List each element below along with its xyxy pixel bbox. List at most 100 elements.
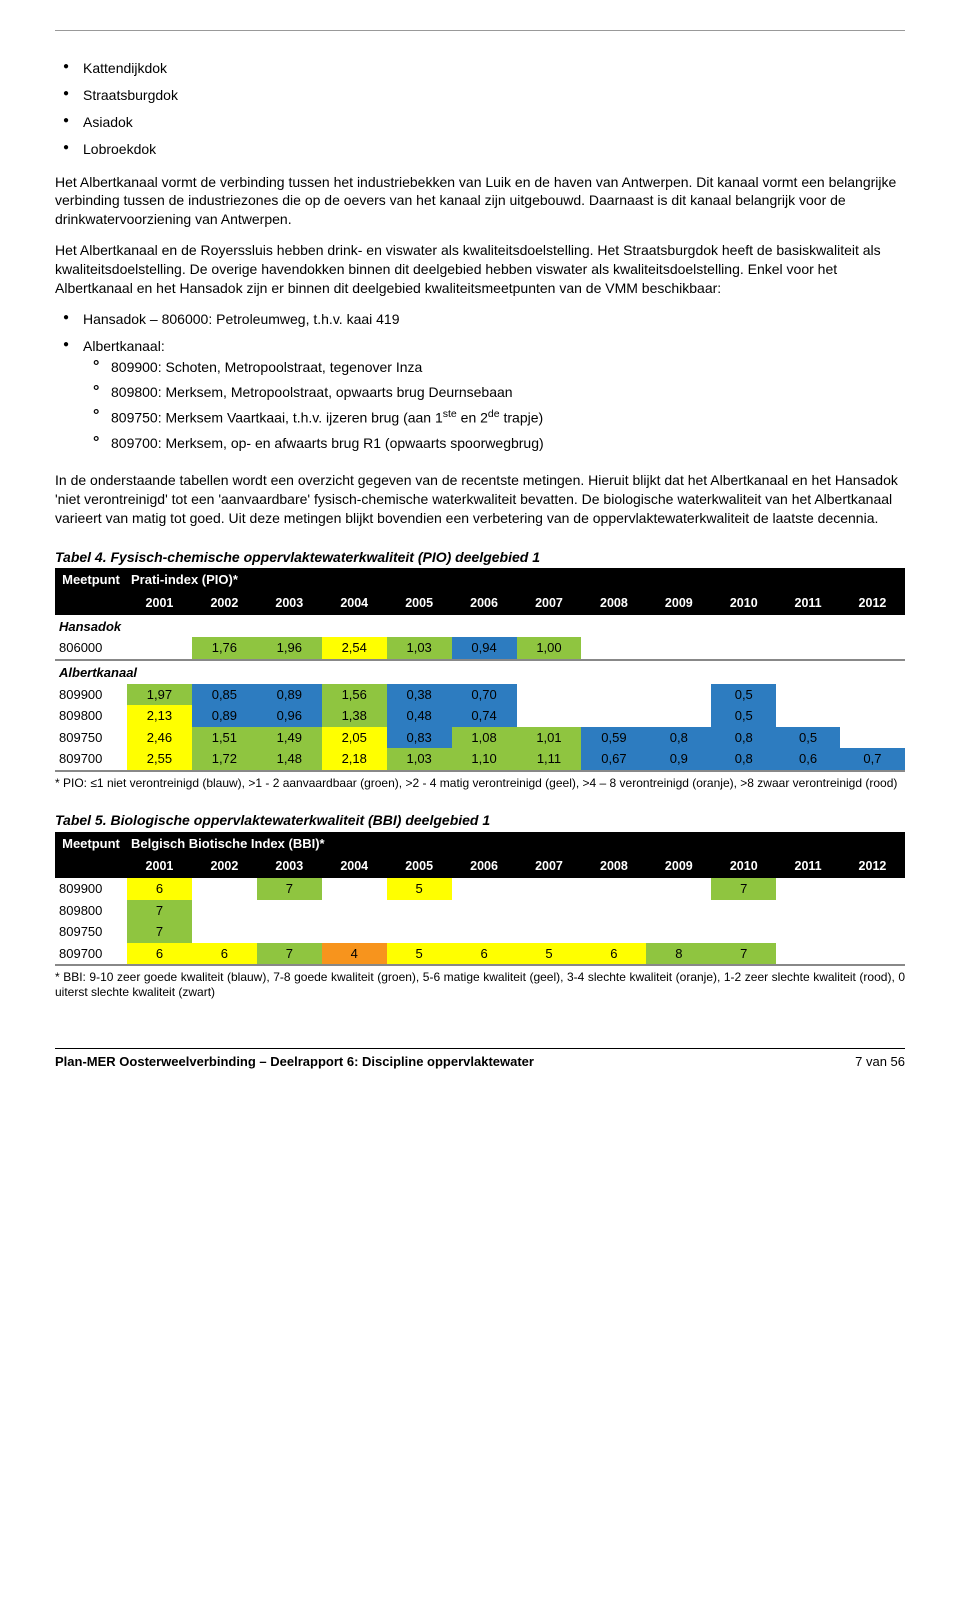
data-cell <box>776 921 840 943</box>
data-cell: 5 <box>387 943 452 966</box>
tabel5: MeetpuntBelgisch Biotische Index (BBI)*2… <box>55 832 905 967</box>
data-cell <box>840 921 905 943</box>
section-label: Albertkanaal <box>55 660 905 684</box>
data-cell <box>192 900 257 922</box>
data-cell <box>776 705 840 727</box>
data-cell: 1,51 <box>192 727 257 749</box>
data-cell: 0,48 <box>387 705 452 727</box>
meetpunt-id: 809700 <box>55 943 127 966</box>
data-cell <box>517 900 582 922</box>
sub-bullet-list: 809900: Schoten, Metropoolstraat, tegeno… <box>83 358 905 453</box>
data-cell <box>581 900 646 922</box>
data-cell <box>646 637 711 660</box>
data-cell <box>840 943 905 966</box>
data-cell: 0,96 <box>257 705 322 727</box>
data-cell <box>711 900 776 922</box>
data-cell: 1,56 <box>322 684 387 706</box>
data-cell: 0,6 <box>776 748 840 771</box>
data-cell: 1,00 <box>517 637 582 660</box>
bullet-item: Hansadok – 806000: Petroleumweg, t.h.v. … <box>55 310 905 329</box>
data-cell: 7 <box>257 943 322 966</box>
data-cell: 7 <box>127 921 192 943</box>
data-cell <box>322 921 387 943</box>
bullet-item: Lobroekdok <box>55 140 905 159</box>
data-cell: 7 <box>711 878 776 900</box>
top-rule <box>55 30 905 31</box>
data-cell <box>711 921 776 943</box>
tabel4-title: Tabel 4. Fysisch-chemische oppervlaktewa… <box>55 548 905 567</box>
data-cell: 1,10 <box>452 748 517 771</box>
bullet-item: Albertkanaal:809900: Schoten, Metropools… <box>55 337 905 453</box>
data-cell: 0,94 <box>452 637 517 660</box>
data-cell: 2,55 <box>127 748 192 771</box>
data-cell: 0,85 <box>192 684 257 706</box>
data-cell <box>517 878 582 900</box>
data-cell: 6 <box>581 943 646 966</box>
data-cell: 0,7 <box>840 748 905 771</box>
bullet-item: Kattendijkdok <box>55 59 905 78</box>
data-cell <box>127 637 192 660</box>
data-cell: 0,74 <box>452 705 517 727</box>
data-cell <box>776 878 840 900</box>
data-cell: 1,08 <box>452 727 517 749</box>
data-cell <box>452 878 517 900</box>
data-cell: 8 <box>646 943 711 966</box>
data-cell <box>776 684 840 706</box>
data-cell: 0,38 <box>387 684 452 706</box>
data-cell <box>581 878 646 900</box>
data-cell: 7 <box>127 900 192 922</box>
meetpunt-id: 809800 <box>55 900 127 922</box>
data-cell <box>711 637 776 660</box>
data-cell <box>517 684 582 706</box>
data-cell: 2,54 <box>322 637 387 660</box>
data-cell <box>192 878 257 900</box>
tabel4-footnote: * PIO: ≤1 niet verontreinigd (blauw), >1… <box>55 776 905 791</box>
data-cell: 5 <box>387 878 452 900</box>
data-cell <box>840 684 905 706</box>
data-cell <box>646 878 711 900</box>
data-cell <box>646 900 711 922</box>
data-cell <box>322 900 387 922</box>
data-cell: 1,49 <box>257 727 322 749</box>
data-cell: 1,96 <box>257 637 322 660</box>
data-cell: 7 <box>711 943 776 966</box>
data-cell: 1,48 <box>257 748 322 771</box>
data-cell: 1,38 <box>322 705 387 727</box>
data-cell: 0,5 <box>711 684 776 706</box>
data-cell <box>517 921 582 943</box>
sub-bullet-item: 809750: Merksem Vaartkaai, t.h.v. ijzere… <box>83 407 905 428</box>
data-cell: 6 <box>452 943 517 966</box>
data-cell: 2,18 <box>322 748 387 771</box>
data-cell: 6 <box>127 943 192 966</box>
data-cell: 2,05 <box>322 727 387 749</box>
data-cell <box>581 705 646 727</box>
data-cell <box>322 878 387 900</box>
data-cell <box>646 705 711 727</box>
meetpunt-id: 809800 <box>55 705 127 727</box>
paragraph-2: Het Albertkanaal en de Royerssluis hebbe… <box>55 241 905 298</box>
data-cell <box>840 637 905 660</box>
meetpunt-id: 809750 <box>55 921 127 943</box>
data-cell <box>257 921 322 943</box>
data-cell: 6 <box>192 943 257 966</box>
data-cell: 0,8 <box>646 727 711 749</box>
data-cell <box>840 900 905 922</box>
tabel5-footnote: * BBI: 9-10 zeer goede kwaliteit (blauw)… <box>55 970 905 1000</box>
meetpunt-id: 809700 <box>55 748 127 771</box>
meetpunt-id: 806000 <box>55 637 127 660</box>
data-cell: 0,83 <box>387 727 452 749</box>
data-cell: 2,46 <box>127 727 192 749</box>
section-label: Hansadok <box>55 615 905 638</box>
data-cell: 1,03 <box>387 637 452 660</box>
tabel4: MeetpuntPrati-index (PIO)*20012002200320… <box>55 568 905 771</box>
data-cell <box>517 705 582 727</box>
data-cell: 5 <box>517 943 582 966</box>
data-cell <box>257 900 322 922</box>
data-cell <box>646 921 711 943</box>
data-cell: 1,03 <box>387 748 452 771</box>
data-cell: 0,5 <box>776 727 840 749</box>
data-cell <box>387 900 452 922</box>
data-cell: 6 <box>127 878 192 900</box>
data-cell <box>387 921 452 943</box>
data-cell <box>776 900 840 922</box>
